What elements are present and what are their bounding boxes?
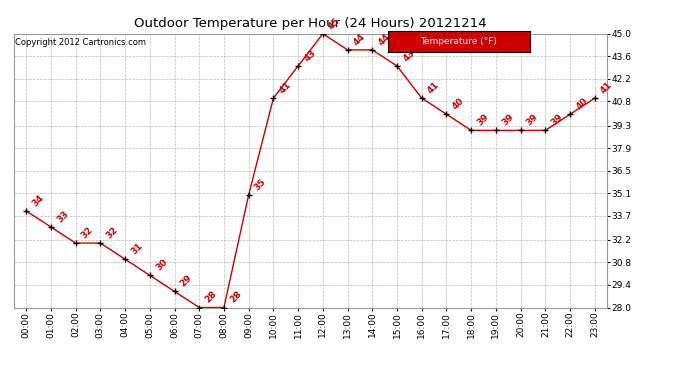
Text: 28: 28	[228, 290, 244, 305]
Text: 39: 39	[475, 112, 491, 128]
Text: 45: 45	[327, 16, 342, 31]
Text: 44: 44	[377, 32, 392, 47]
Text: 28: 28	[204, 290, 219, 305]
Text: 43: 43	[401, 48, 417, 63]
Text: 39: 39	[525, 112, 540, 128]
Text: 43: 43	[302, 48, 317, 63]
Text: 32: 32	[104, 225, 119, 240]
Text: 30: 30	[154, 257, 169, 273]
Text: 41: 41	[277, 80, 293, 95]
Text: 41: 41	[599, 80, 614, 95]
Text: 40: 40	[451, 96, 466, 111]
Text: 41: 41	[426, 80, 441, 95]
Text: Copyright 2012 Cartronics.com: Copyright 2012 Cartronics.com	[15, 38, 146, 47]
Text: 34: 34	[30, 193, 46, 208]
Title: Outdoor Temperature per Hour (24 Hours) 20121214: Outdoor Temperature per Hour (24 Hours) …	[134, 17, 487, 30]
Text: 32: 32	[80, 225, 95, 240]
Text: 33: 33	[55, 209, 70, 224]
Text: 29: 29	[179, 273, 194, 289]
Text: 44: 44	[352, 32, 367, 47]
Text: 39: 39	[549, 112, 565, 128]
Text: 39: 39	[500, 112, 515, 128]
Text: 40: 40	[574, 96, 589, 111]
Text: 35: 35	[253, 177, 268, 192]
Text: 31: 31	[129, 241, 144, 256]
